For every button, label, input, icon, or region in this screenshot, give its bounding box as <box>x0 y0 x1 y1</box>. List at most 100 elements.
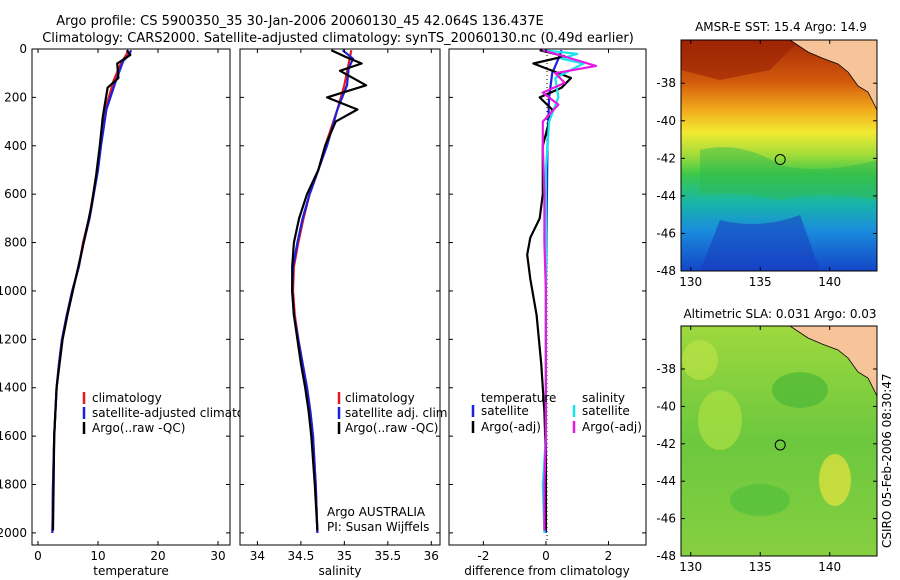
figure-title-line1: Argo profile: CS 5900350_35 30-Jan-2006 … <box>56 14 544 29</box>
temperature-legend: climatology satellite-adjusted climatolo… <box>82 391 270 435</box>
sst-land <box>789 40 877 111</box>
sst-map-marker <box>774 154 786 166</box>
temperature-panel: 0 10 20 30 0 200 400 600 800 1000 1200 1400 1600 1800… <box>0 42 270 578</box>
sla_map-ytick-label: -42 <box>656 437 676 451</box>
sla-land <box>789 326 877 397</box>
salinity-xtick-label: 36 <box>424 549 439 563</box>
sla-map-ticks: 130 135 140 -38 -40 -42 -44 -46 -48 <box>656 326 877 574</box>
sla_map-ytick-label: -38 <box>656 362 676 376</box>
sla-map-title: Altimetric SLA: 0.031 Argo: 0.03 <box>683 307 876 321</box>
temperature-ytick-label: 1600 <box>0 429 27 443</box>
sst-map-title: AMSR-E SST: 15.4 Argo: 14.9 <box>695 20 867 34</box>
sla-blob-3 <box>819 454 851 506</box>
difference-legend-label-sal-satellite: satellite <box>582 404 630 418</box>
temperature-xtick-label: 0 <box>34 549 42 563</box>
salinity-xtick-label: 34 <box>250 549 265 563</box>
temperature-axes-frame <box>31 48 231 546</box>
temperature-xtick-label: 30 <box>210 549 225 563</box>
temperature-ytick-label: 800 <box>4 236 27 250</box>
difference-line-temperature-argo-adj <box>526 49 573 531</box>
temperature-ytick-label: 2000 <box>0 526 27 540</box>
sla_map-ytick-label: -46 <box>656 512 676 526</box>
salinity-legend-label-climatology: climatology <box>345 391 415 405</box>
salinity-axes-frame <box>239 48 441 546</box>
sla-blob-4 <box>730 484 790 516</box>
temperature-ytick-label: 200 <box>4 90 27 104</box>
temperature-xlabel: temperature <box>93 564 168 578</box>
difference-series <box>526 49 598 533</box>
difference-legend-title-temperature: temperature <box>481 391 556 405</box>
sst-map-frame <box>680 39 878 272</box>
sst-cold-patch <box>700 215 820 271</box>
sla_map-xtick-label: 140 <box>818 560 841 574</box>
sst-warm-patch <box>681 40 800 80</box>
temperature-ytick-label: 400 <box>4 139 27 153</box>
difference-line-salinity-argo-adj <box>541 49 598 531</box>
difference-legend-title-salinity: salinity <box>582 391 625 405</box>
temperature-xtick-label: 20 <box>150 549 165 563</box>
difference-xlabel: difference from climatology <box>464 564 630 578</box>
sst_map-argo-location-marker <box>774 154 786 166</box>
difference-legend-label-temp-satellite: satellite <box>481 404 529 418</box>
sla-blob-2 <box>772 372 828 408</box>
sla-blob-5 <box>682 340 718 380</box>
sla-blob-1 <box>698 390 742 450</box>
salinity-line-satellite-adj-clim <box>291 49 355 533</box>
temperature-ytick-label: 1800 <box>0 478 27 492</box>
temperature-legend-label-satellite: satellite-adjusted climatology <box>92 406 270 420</box>
temperature-legend-label-climatology: climatology <box>92 391 162 405</box>
sla_map-ytick-label: -44 <box>656 474 676 488</box>
salinity-panel: 34 34.5 35 35.5 36 salinity climatology sate… <box>239 48 451 578</box>
salinity-ticks: 34 34.5 35 35.5 36 <box>240 48 440 563</box>
salinity-legend: climatology satellite adj. clim. Argo(..… <box>337 391 451 435</box>
side-timestamp: CSIRO 05-Feb-2006 08:30:47 <box>880 373 894 548</box>
sst_map-xtick-label: 135 <box>749 275 772 289</box>
sst_map-xtick-label: 130 <box>679 275 702 289</box>
sst-green-patch <box>700 147 877 200</box>
sla_map-argo-location-marker <box>774 439 786 451</box>
salinity-line-argo-raw-qc <box>291 49 368 531</box>
sla_map-xtick-label: 130 <box>679 560 702 574</box>
sla-map-frame <box>680 325 878 557</box>
sla-map-panel: Altimetric SLA: 0.031 Argo: 0.03 130 135 1… <box>656 307 878 574</box>
difference-legend-label-sal-argo: Argo(-adj) <box>582 420 642 434</box>
salinity-series <box>291 49 368 533</box>
temperature-ytick-label: 0 <box>19 42 27 56</box>
difference-xtick-label: 2 <box>605 549 613 563</box>
sst_map-ytick-label: -38 <box>656 76 676 90</box>
sst_map-ytick-label: -42 <box>656 151 676 165</box>
salinity-annotation-pi: PI: Susan Wijffels <box>327 520 429 534</box>
sst-map-image <box>681 40 877 271</box>
temperature-line-argo-raw-qc <box>51 49 132 531</box>
temperature-xtick-label: 10 <box>90 549 105 563</box>
sla_map-ytick-label: -40 <box>656 399 676 413</box>
temperature-legend-label-argo: Argo(..raw -QC) <box>92 421 185 435</box>
difference-xtick-label: -2 <box>477 549 489 563</box>
difference-ticks: -2 0 2 <box>449 48 646 563</box>
sst-map-ticks: 130 135 140 -38 -40 -42 -44 -46 -48 <box>656 40 877 289</box>
salinity-xtick-label: 35.5 <box>374 549 401 563</box>
salinity-xtick-label: 35 <box>337 549 352 563</box>
sla_map-ytick-label: -48 <box>656 549 676 563</box>
difference-panel: -2 0 2 difference from climatology tempera… <box>448 48 647 578</box>
salinity-xlabel: salinity <box>318 564 361 578</box>
temperature-ytick-label: 1000 <box>0 284 27 298</box>
difference-legend: temperature satellite Argo(-adj) salinit… <box>471 391 642 434</box>
sst_map-ytick-label: -46 <box>656 226 676 240</box>
sst_map-ytick-label: -44 <box>656 189 676 203</box>
sst-map-panel: AMSR-E SST: 15.4 Argo: 14.9 130 135 140 -38… <box>656 20 878 289</box>
difference-legend-label-temp-argo: Argo(-adj) <box>481 420 541 434</box>
figure-title-line2: Climatology: CARS2000. Satellite-adjuste… <box>42 31 634 46</box>
sst_map-ytick-label: -48 <box>656 264 676 278</box>
temperature-ytick-label: 600 <box>4 187 27 201</box>
temperature-ytick-label: 1400 <box>0 381 27 395</box>
temperature-ticks: 0 10 20 30 0 200 400 600 800 1000 1200 1400 1600 1800… <box>0 42 230 563</box>
salinity-annotation-program: Argo AUSTRALIA <box>327 505 426 519</box>
salinity-xtick-label: 34.5 <box>288 549 315 563</box>
sst_map-xtick-label: 140 <box>818 275 841 289</box>
salinity-legend-label-satellite: satellite adj. clim. <box>345 406 451 420</box>
sla-map-image <box>681 326 877 556</box>
sla_map-xtick-label: 135 <box>749 560 772 574</box>
sst_map-ytick-label: -40 <box>656 114 676 128</box>
